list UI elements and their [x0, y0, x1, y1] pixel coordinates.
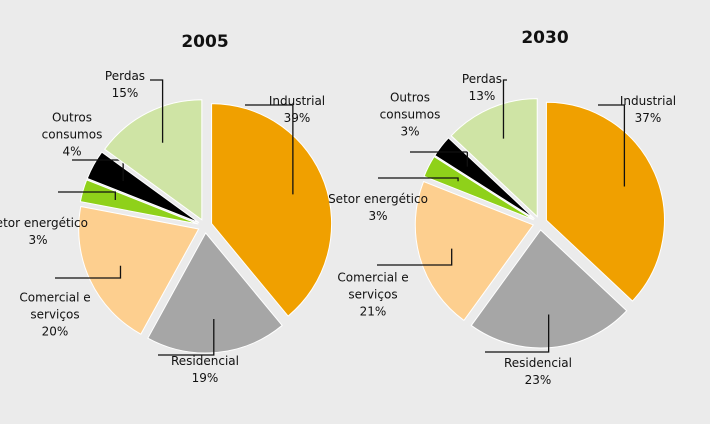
value-label: 23%	[524, 373, 552, 387]
category-label: Comercial e serviços	[337, 270, 409, 302]
category-label: Setor energético	[328, 192, 428, 206]
leader-line	[55, 265, 122, 279]
pie-slice	[545, 101, 665, 302]
category-label: Comercial e serviços	[19, 290, 91, 322]
leader-line	[377, 248, 453, 266]
slice-label: Residencial 23%	[488, 355, 588, 389]
slice-label: Setor energético 3%	[328, 191, 428, 225]
category-label: Outros consumos	[379, 90, 441, 122]
category-label: Outros consumos	[41, 110, 103, 142]
leader-line	[485, 314, 550, 353]
pie-slice	[79, 179, 199, 225]
pie-slice	[211, 103, 333, 317]
category-label: Industrial	[268, 94, 326, 108]
leader-line	[598, 104, 626, 187]
category-label: Perdas	[461, 72, 503, 86]
chart-title: 2005	[181, 32, 229, 52]
slice-label: Outros consumos 3%	[360, 90, 460, 141]
pie-slice	[414, 180, 535, 322]
value-label: 15%	[111, 86, 139, 100]
value-label: 3%	[368, 209, 388, 223]
leader-line	[158, 318, 215, 356]
value-label: 3%	[400, 124, 420, 139]
slice-label: Industrial 37%	[598, 93, 698, 127]
pie-slice	[78, 205, 200, 335]
pie-slice	[450, 98, 538, 218]
value-label: 3%	[28, 233, 48, 247]
slice-label: Perdas 13%	[432, 71, 532, 105]
pie-slice	[434, 137, 535, 220]
pie-slice	[423, 155, 535, 221]
leader-line	[502, 79, 507, 139]
value-label: 39%	[283, 111, 311, 125]
pie-slice	[470, 229, 628, 349]
slice-label: Residencial 19%	[155, 353, 255, 387]
value-label: 19%	[191, 371, 219, 385]
slice-label: Comercial e serviços 20%	[5, 290, 105, 341]
category-label: Residencial	[171, 354, 239, 368]
category-label: Setor energético	[0, 216, 88, 230]
leader-line	[245, 104, 294, 195]
slice-label: Industrial 39%	[247, 93, 347, 127]
value-label: 4%	[62, 144, 82, 159]
leader-line	[150, 79, 164, 143]
value-label: 21%	[359, 304, 387, 319]
category-label: Industrial	[619, 94, 677, 108]
leader-line	[58, 191, 116, 200]
leader-line	[410, 151, 468, 167]
slice-label: Perdas 15%	[75, 68, 175, 102]
pie-slice	[147, 232, 283, 354]
slice-label: Outros consumos 4%	[22, 110, 122, 161]
pie-slice	[104, 99, 203, 221]
pie-slice	[86, 151, 200, 224]
value-label: 13%	[468, 89, 496, 103]
chart-title: 2030	[521, 28, 569, 48]
value-label: 37%	[634, 111, 662, 125]
leader-line	[378, 177, 459, 182]
slice-label: Comercial e serviços 21%	[323, 270, 423, 321]
category-label: Perdas	[104, 69, 146, 83]
slice-label: Setor energético 3%	[0, 215, 88, 249]
category-label: Residencial	[504, 356, 572, 370]
value-label: 20%	[41, 324, 69, 339]
